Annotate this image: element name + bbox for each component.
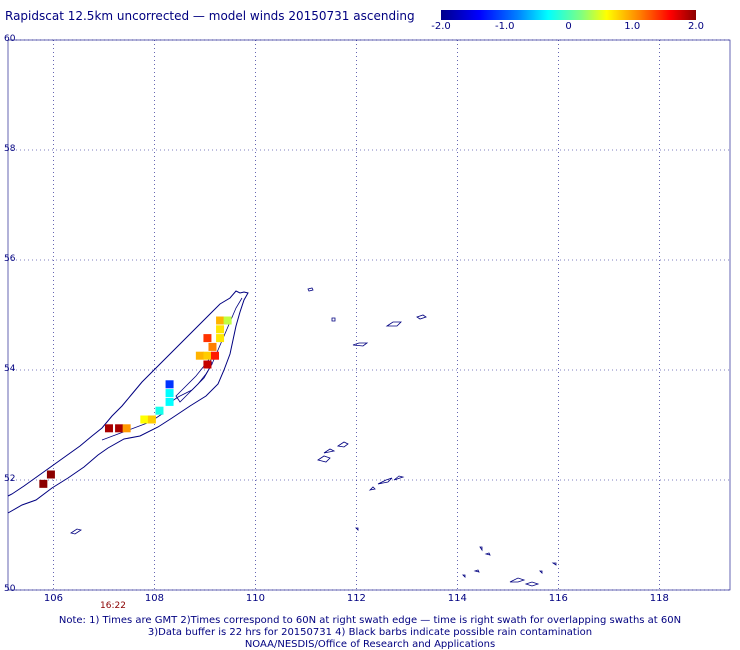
wind-cell: [223, 316, 232, 325]
longitude-label: 112: [346, 593, 366, 604]
map-frame: [7, 39, 731, 591]
colorbar: [441, 10, 696, 20]
wind-cell: [165, 389, 174, 398]
wind-cell: [165, 397, 174, 406]
wind-cell: [203, 351, 212, 360]
wind-cell: [140, 415, 149, 424]
wind-cell: [216, 334, 225, 343]
note-line-1: Note: 1) Times are GMT 2)Times correspon…: [58, 615, 682, 626]
wind-cell: [104, 424, 113, 433]
longitude-label: 114: [447, 593, 467, 604]
swath-time-label: 16:22: [100, 601, 126, 611]
wind-cell: [155, 406, 164, 415]
lakes: [70, 287, 557, 587]
longitude-label: 106: [43, 593, 63, 604]
wind-cell: [195, 351, 204, 360]
map-title: Rapidscat 12.5km uncorrected — model win…: [5, 9, 415, 23]
latitude-label: 54: [4, 364, 16, 374]
colorbar-tick-label: -1.0: [494, 21, 515, 32]
baikal-shoreline: [7, 290, 249, 514]
note-line-3: NOAA/NESDIS/Office of Research and Appli…: [244, 639, 496, 650]
wind-cell: [211, 351, 220, 360]
latitude-label: 60: [4, 34, 16, 44]
graticule: [8, 39, 730, 591]
wind-cell: [147, 415, 156, 424]
wind-cell: [216, 316, 225, 325]
wind-cell: [203, 360, 212, 369]
olkhon-island: [175, 357, 213, 403]
latitude-label: 58: [4, 144, 16, 154]
wind-cell: [39, 479, 48, 488]
wind-cell: [203, 334, 212, 343]
colorbar-tick-label: -2.0: [431, 21, 451, 32]
longitude-label: 108: [144, 593, 164, 604]
longitude-label: 118: [649, 593, 669, 604]
note-line-2: 3)Data buffer is 22 hrs for 20150731 4) …: [147, 627, 593, 638]
wind-cell: [165, 380, 174, 389]
colorbar-tick-label: 2.0: [688, 21, 704, 32]
wind-cell: [208, 342, 217, 351]
longitude-label: 116: [548, 593, 568, 604]
latitude-label: 52: [4, 474, 16, 484]
latitude-label: 56: [4, 254, 16, 264]
wind-cell: [216, 325, 225, 334]
wind-cell: [46, 470, 55, 479]
longitude-label: 110: [245, 593, 265, 604]
colorbar-tick-label: 0: [565, 21, 572, 32]
wind-cell: [115, 424, 124, 433]
wind-cell: [122, 424, 131, 433]
colorbar-tick-label: 1.0: [624, 21, 641, 32]
latitude-label: 50: [4, 584, 16, 594]
wind-cells: [39, 316, 232, 488]
